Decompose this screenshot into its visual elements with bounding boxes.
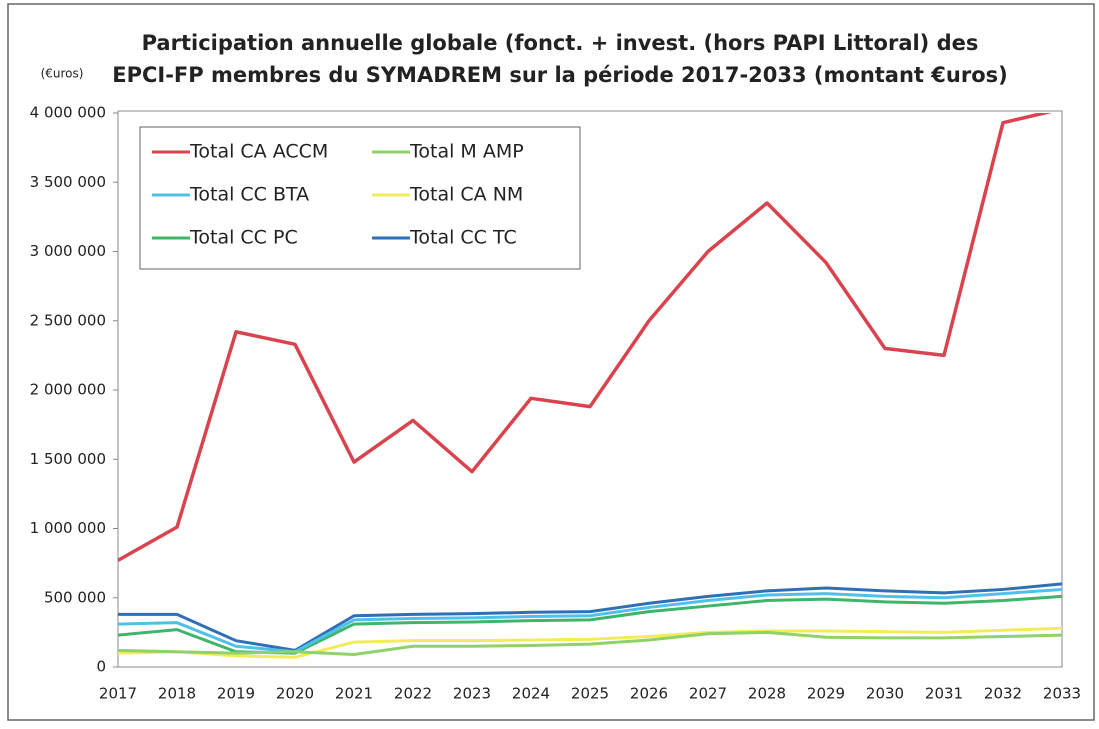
x-tick-label: 2027 [689, 685, 727, 703]
x-tick-label: 2017 [99, 685, 137, 703]
x-tick-label: 2030 [866, 685, 904, 703]
series-line [118, 113, 1052, 562]
x-tick-label: 2018 [158, 685, 196, 703]
y-tick-label: 1 500 000 [30, 450, 106, 468]
y-axis-label: (€uros) [41, 67, 84, 81]
legend-label: Total CA ACCM [189, 141, 328, 163]
legend-label: Total M AMP [409, 141, 524, 163]
legend-label: Total CC TC [409, 227, 517, 249]
x-tick-label: 2020 [276, 685, 314, 703]
x-tick-label: 2019 [217, 685, 255, 703]
x-tick-label: 2021 [335, 685, 373, 703]
chart-title: Participation annuelle globale (fonct. +… [142, 31, 979, 55]
x-tick-label: 2032 [984, 685, 1022, 703]
x-tick-label: 2029 [807, 685, 845, 703]
series-line [118, 626, 1062, 659]
series-line [118, 587, 1062, 654]
legend-label: Total CC BTA [189, 184, 309, 206]
series-line [118, 630, 1062, 657]
y-tick-label: 3 000 000 [30, 242, 106, 260]
y-tick-label: 2 500 000 [30, 311, 106, 329]
series-line [118, 582, 1062, 652]
legend-label: Total CA NM [409, 184, 523, 206]
legend-box [139, 126, 581, 270]
x-tick-label: 2033 [1043, 685, 1081, 703]
y-tick-label: 1 000 000 [30, 519, 106, 537]
y-tick-label: 4 000 000 [30, 104, 106, 122]
x-tick-label: 2031 [925, 685, 963, 703]
x-tick-label: 2028 [748, 685, 786, 703]
legend-label: Total CC PC [189, 227, 298, 249]
series-group [118, 113, 1062, 659]
y-tick-label: 0 [96, 658, 106, 676]
y-tick-label: 500 000 [44, 588, 106, 606]
x-tick-label: 2026 [630, 685, 668, 703]
x-tick-label: 2022 [394, 685, 432, 703]
x-tick-label: 2024 [512, 685, 550, 703]
chart-border [7, 3, 1095, 721]
x-tick-label: 2025 [571, 685, 609, 703]
plot-area [117, 110, 1063, 668]
chart-title: EPCI-FP membres du SYMADREM sur la pério… [112, 63, 1007, 87]
y-tick-label: 2 000 000 [30, 381, 106, 399]
y-tick-label: 3 500 000 [30, 173, 106, 191]
x-tick-label: 2023 [453, 685, 491, 703]
